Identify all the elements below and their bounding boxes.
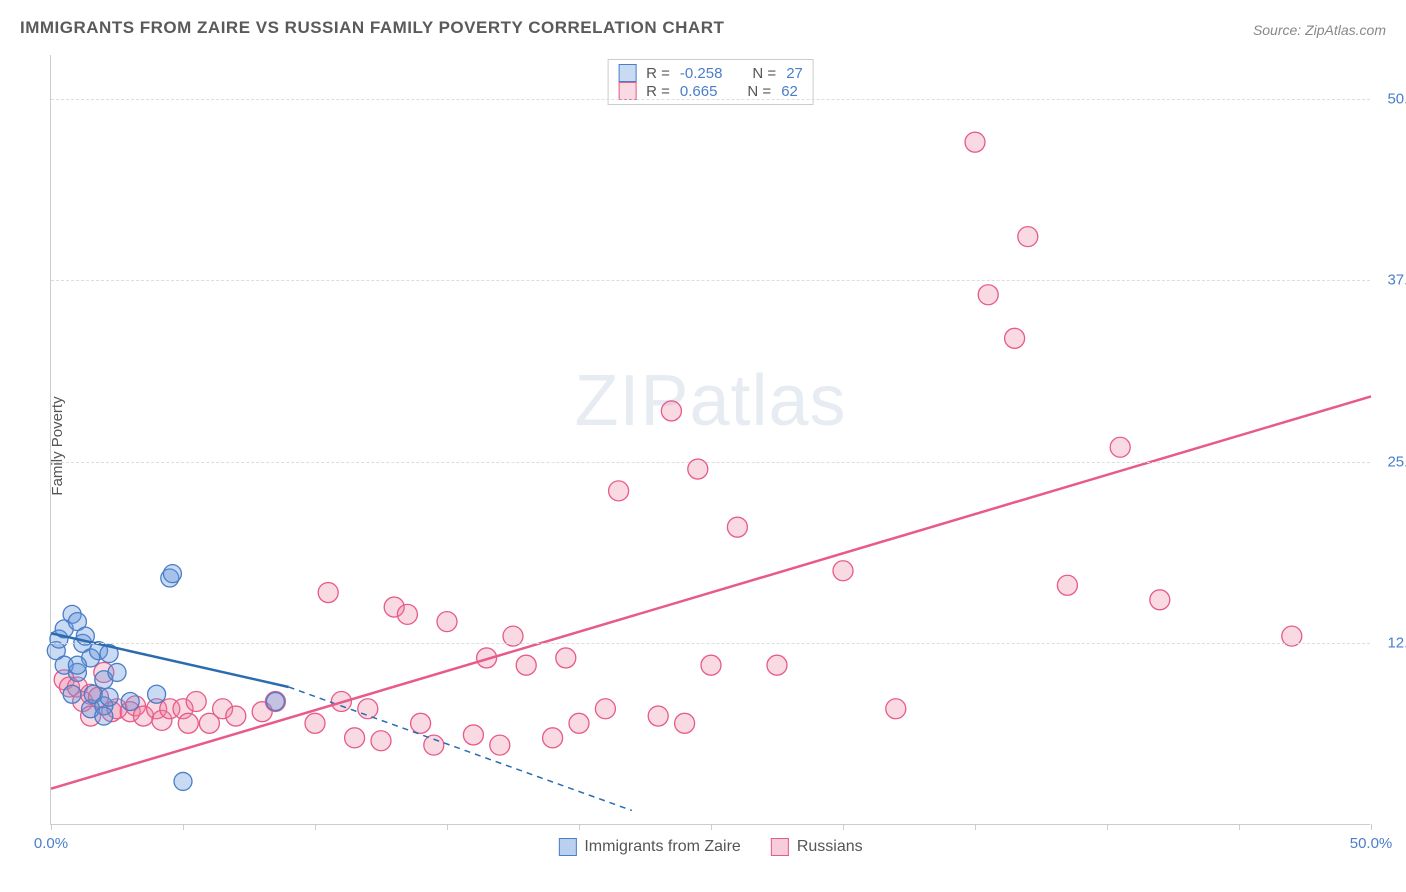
series-legend: Immigrants from Zaire Russians	[558, 838, 862, 856]
x-tick	[51, 824, 52, 830]
y-tick-label: 25.0%	[1387, 453, 1406, 470]
legend-item-zaire: Immigrants from Zaire	[558, 838, 740, 856]
x-tick	[1239, 824, 1240, 830]
source-label: Source: ZipAtlas.com	[1253, 22, 1386, 38]
x-tick	[843, 824, 844, 830]
legend-label-russians: Russians	[797, 838, 863, 856]
scatter-plot	[51, 55, 1370, 824]
y-tick-label: 12.5%	[1387, 635, 1406, 652]
x-tick	[975, 824, 976, 830]
legend-swatch-russians	[771, 838, 789, 856]
y-tick-label: 37.5%	[1387, 272, 1406, 289]
x-tick	[579, 824, 580, 830]
gridline	[51, 99, 1370, 100]
gridline	[51, 280, 1370, 281]
x-tick	[183, 824, 184, 830]
y-tick-label: 50.0%	[1387, 90, 1406, 107]
legend-label-zaire: Immigrants from Zaire	[584, 838, 740, 856]
x-tick	[711, 824, 712, 830]
x-tick	[447, 824, 448, 830]
gridline	[51, 462, 1370, 463]
chart-area: ZIPatlas R = -0.258 N = 27 R = 0.665 N =…	[50, 55, 1370, 825]
x-tick	[315, 824, 316, 830]
gridline	[51, 643, 1370, 644]
legend-swatch-zaire	[558, 838, 576, 856]
chart-title: IMMIGRANTS FROM ZAIRE VS RUSSIAN FAMILY …	[20, 18, 724, 38]
x-tick-label: 50.0%	[1350, 835, 1393, 852]
x-tick	[1107, 824, 1108, 830]
x-tick-label: 0.0%	[34, 835, 68, 852]
x-tick	[1371, 824, 1372, 830]
legend-item-russians: Russians	[771, 838, 863, 856]
